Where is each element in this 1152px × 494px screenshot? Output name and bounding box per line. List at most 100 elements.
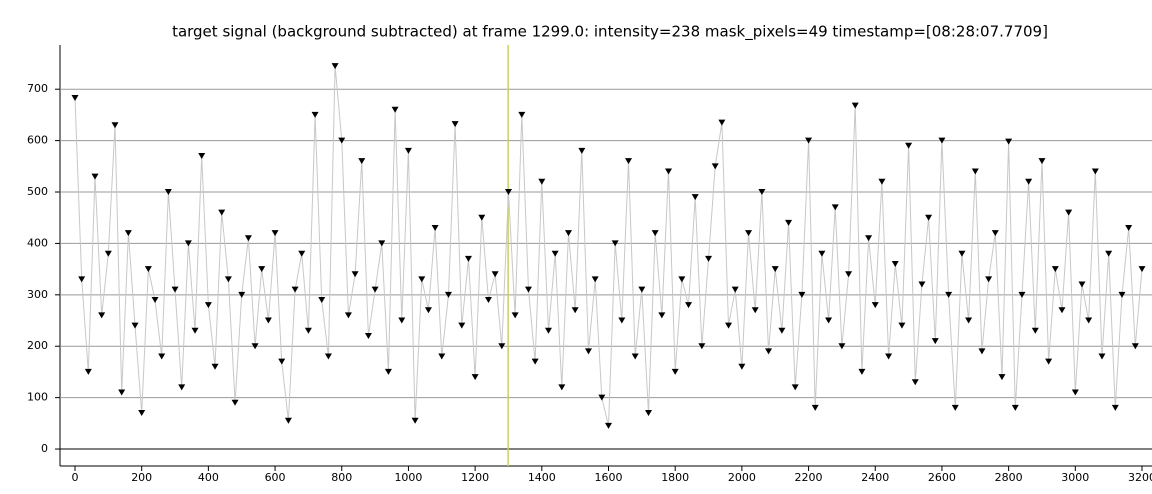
data-point	[271, 230, 279, 237]
data-point	[298, 250, 306, 257]
data-point	[191, 327, 199, 334]
data-point	[945, 291, 953, 298]
data-point	[518, 111, 526, 118]
data-point	[104, 250, 112, 257]
data-point	[258, 266, 266, 273]
data-point	[671, 368, 679, 375]
data-point	[998, 374, 1006, 381]
data-point	[578, 147, 586, 154]
data-point	[1098, 353, 1106, 360]
y-tick-label: 200	[27, 339, 48, 352]
data-point	[1078, 281, 1086, 288]
data-point	[371, 286, 379, 293]
data-point	[524, 286, 532, 293]
data-point	[991, 230, 999, 237]
data-point	[1125, 224, 1133, 231]
data-point	[544, 327, 552, 334]
data-point	[765, 348, 773, 355]
data-point	[1005, 138, 1013, 145]
data-point	[151, 296, 159, 303]
data-point	[978, 348, 986, 355]
data-point	[871, 302, 879, 309]
data-point	[531, 358, 539, 365]
data-point	[638, 286, 646, 293]
data-point	[1105, 250, 1113, 257]
data-point	[251, 343, 259, 350]
data-point	[264, 317, 272, 324]
data-point	[491, 271, 499, 278]
y-tick-label: 300	[27, 288, 48, 301]
data-point	[538, 178, 546, 185]
data-point	[831, 204, 839, 211]
data-point	[464, 255, 472, 262]
data-point	[711, 163, 719, 170]
data-point	[891, 260, 899, 267]
data-point	[725, 322, 733, 329]
data-point	[98, 312, 106, 319]
data-point	[818, 250, 826, 257]
data-point	[1031, 327, 1039, 334]
x-tick-label: 1600	[595, 471, 623, 484]
data-point	[551, 250, 559, 257]
data-point	[391, 106, 399, 113]
data-point	[898, 322, 906, 329]
data-point	[911, 379, 919, 386]
data-point	[1051, 266, 1059, 273]
data-point	[338, 137, 346, 144]
data-point	[685, 302, 693, 309]
data-point	[691, 194, 699, 201]
y-tick-label: 100	[27, 391, 48, 404]
x-tick-label: 600	[265, 471, 286, 484]
data-point	[78, 276, 86, 283]
data-point	[605, 422, 613, 429]
data-point	[324, 353, 332, 360]
data-point	[358, 158, 366, 165]
data-point	[1045, 358, 1053, 365]
data-point	[178, 384, 186, 391]
data-point	[164, 189, 172, 196]
data-point	[771, 266, 779, 273]
data-point	[131, 322, 139, 329]
data-point	[785, 219, 793, 226]
data-point	[751, 307, 759, 314]
data-point	[1058, 307, 1066, 314]
y-tick-label: 500	[27, 185, 48, 198]
data-point	[865, 235, 873, 242]
data-point	[611, 240, 619, 247]
data-point	[731, 286, 739, 293]
data-point	[318, 296, 326, 303]
data-point	[111, 122, 119, 129]
data-point	[438, 353, 446, 360]
data-point	[951, 404, 959, 411]
data-point	[811, 404, 819, 411]
data-point	[705, 255, 713, 262]
data-point	[418, 276, 426, 283]
data-point	[825, 317, 833, 324]
y-tick-label: 400	[27, 236, 48, 249]
data-point	[404, 147, 412, 154]
data-point	[1138, 266, 1146, 273]
data-point	[224, 276, 232, 283]
data-point	[291, 286, 299, 293]
data-point	[1025, 178, 1033, 185]
data-point	[331, 63, 339, 70]
data-point	[965, 317, 973, 324]
data-point	[144, 266, 152, 273]
data-point	[878, 178, 886, 185]
y-tick-label: 600	[27, 134, 48, 147]
data-point	[71, 94, 79, 101]
data-point	[284, 417, 292, 424]
data-point	[858, 368, 866, 375]
data-point	[678, 276, 686, 283]
data-point	[478, 214, 486, 221]
data-point	[398, 317, 406, 324]
data-point	[931, 338, 939, 345]
x-tick-label: 2600	[928, 471, 956, 484]
data-point	[718, 119, 726, 126]
data-point	[758, 189, 766, 196]
data-point	[645, 410, 653, 417]
data-point	[558, 384, 566, 391]
data-point	[1071, 389, 1079, 396]
data-point	[1065, 209, 1073, 216]
